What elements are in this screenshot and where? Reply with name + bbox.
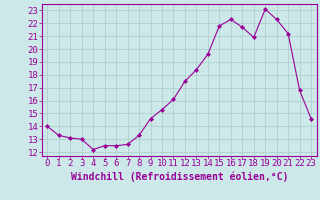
X-axis label: Windchill (Refroidissement éolien,°C): Windchill (Refroidissement éolien,°C) bbox=[70, 171, 288, 182]
